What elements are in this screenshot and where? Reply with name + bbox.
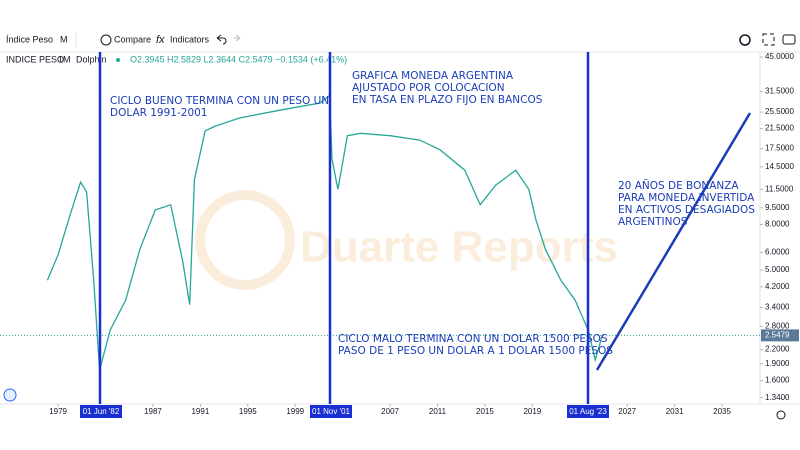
- x-tick-label: 2019: [523, 407, 541, 416]
- tv-logo: [3, 388, 17, 402]
- x-tick-label: 2031: [666, 407, 684, 416]
- annotation: EN ACTIVOS DESAGIADOS: [618, 204, 755, 216]
- y-tick-label: 25.5000: [765, 107, 794, 116]
- legend-name: INDICE PESO: [6, 54, 64, 64]
- compare-icon[interactable]: [100, 34, 112, 46]
- watermark: Duarte Reports: [300, 223, 618, 272]
- x-tick-label: 1979: [49, 407, 67, 416]
- y-tick-label: 1.9000: [765, 359, 790, 368]
- annotation: CICLO MALO TERMINA CON UN DOLAR 1500 PES…: [338, 333, 608, 345]
- marker-label: 01 Aug '23: [569, 407, 607, 416]
- trend-line: [595, 112, 752, 371]
- indicators-icon[interactable]: fx: [156, 34, 165, 46]
- marker-box: [567, 405, 609, 418]
- annotation: ARGENTINOS: [618, 216, 688, 228]
- status-dot: [116, 58, 120, 62]
- y-tick-label: 1.3400: [765, 393, 790, 402]
- y-tick-label: 17.5000: [765, 144, 794, 153]
- y-tick-label: 14.5000: [765, 162, 794, 171]
- legend-interval: 1M: [58, 54, 71, 64]
- y-tick-label: 45.0000: [765, 52, 794, 61]
- y-tick-label: 21.5000: [765, 124, 794, 133]
- date-markers: 01 Jun '82 01 Nov '01 01 Aug '23: [80, 52, 609, 418]
- axis-settings[interactable]: [776, 410, 786, 420]
- undo[interactable]: [216, 34, 227, 45]
- x-tick-label: 1995: [239, 407, 257, 416]
- price-label: 2.5479: [765, 330, 790, 339]
- y-tick-label: 1.6000: [765, 376, 790, 385]
- annotation: EN TASA EN PLAZO FIJO EN BANCOS: [352, 94, 543, 106]
- interval[interactable]: M: [60, 34, 68, 44]
- fullscreen[interactable]: [762, 33, 775, 46]
- watermark-logo: [195, 190, 295, 290]
- y-tick-label: 2.8000: [765, 321, 790, 330]
- y-tick-label: 2.2000: [765, 345, 790, 354]
- redo[interactable]: [234, 34, 241, 42]
- y-tick-label: 4.2000: [765, 282, 790, 291]
- price-line: [46, 94, 603, 371]
- y-tick-label: 3.4000: [765, 303, 790, 312]
- legend-ohlc: O2.3945 H2.5829 L2.3644 C2.5479 −0.1534 …: [130, 54, 347, 64]
- marker-label: 01 Nov '01: [312, 407, 351, 416]
- marker-box: [80, 405, 122, 418]
- annotation: 20 AÑOS DE BONANZA: [618, 179, 739, 192]
- settings[interactable]: [739, 34, 751, 46]
- y-tick-label: 9.5000: [765, 203, 790, 212]
- x-tick-label: 2027: [618, 407, 636, 416]
- plot: 45.0000 31.5000 25.5000 21.5000 17.5000 14.50…: [0, 52, 799, 416]
- y-tick-label: 11.5000: [765, 184, 794, 193]
- x-tick-label: 2011: [429, 407, 447, 416]
- y-tick-label: 8.0000: [765, 220, 790, 229]
- toolbar: Índice Peso M Compare fx Indicators: [0, 32, 800, 53]
- marker-label: 01 Jun '82: [83, 407, 120, 416]
- x-tick-label: 2007: [381, 407, 399, 416]
- y-tick-label: 5.0000: [765, 265, 790, 274]
- x-tick-label: 1987: [144, 407, 162, 416]
- y-tick-label: 31.5000: [765, 87, 794, 96]
- annotation: CICLO BUENO TERMINA CON UN PESO UN: [110, 95, 329, 107]
- symbol[interactable]: Índice Peso: [6, 34, 53, 44]
- annotation: GRAFICA MONEDA ARGENTINA: [352, 70, 514, 82]
- annotation: DOLAR 1991-2001: [110, 107, 208, 119]
- annotation: PASO DE 1 PESO UN DOLAR A 1 DOLAR 1500 P…: [338, 345, 613, 357]
- price-label-box: [761, 329, 799, 342]
- annotation: PARA MONEDA INVERTIDA: [618, 192, 755, 204]
- x-tick-label: 2015: [476, 407, 494, 416]
- x-tick-label: 1999: [286, 407, 304, 416]
- x-tick-label: 1991: [191, 407, 209, 416]
- y-tick-label: 6.0000: [765, 247, 790, 256]
- x-tick-label: 2035: [713, 407, 731, 416]
- compare[interactable]: Compare: [114, 34, 151, 44]
- indicators[interactable]: Indicators: [170, 34, 210, 44]
- legend-source: Dolphin: [76, 54, 107, 64]
- marker-box: [310, 405, 352, 418]
- snapshot[interactable]: [782, 34, 796, 45]
- annotation: AJUSTADO POR COLOCACION: [352, 82, 505, 94]
